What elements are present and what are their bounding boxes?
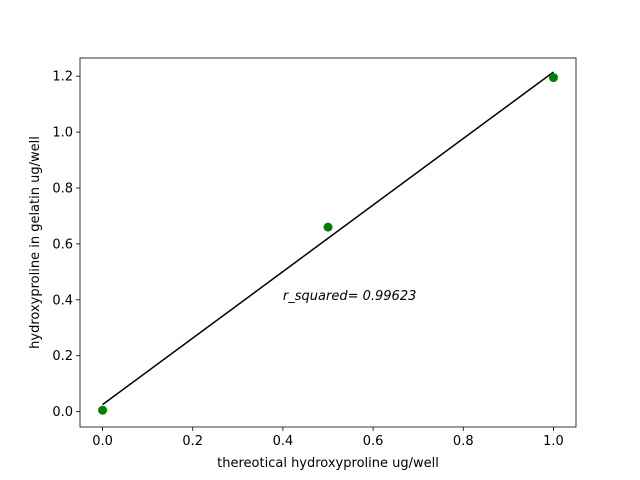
data-point <box>98 405 108 415</box>
plot-frame <box>79 57 577 428</box>
x-tick-label: 0.0 <box>92 434 113 449</box>
x-tick-label: 0.4 <box>273 434 294 449</box>
x-axis-ticks: 0.0 0.2 0.4 0.6 0.8 1.0 <box>92 427 564 449</box>
y-tick-label: 0.0 <box>52 405 73 420</box>
y-axis-title: hydroxyproline in gelatin ug/well <box>28 136 43 349</box>
x-tick-label: 0.8 <box>453 434 474 449</box>
x-tick-label: 1.0 <box>543 434 564 449</box>
x-axis-title: thereotical hydroxyproline ug/well <box>217 456 439 471</box>
y-axis-ticks: 0.0 0.2 0.4 0.6 0.8 1.0 1.2 <box>52 70 80 420</box>
data-point <box>548 73 558 83</box>
y-tick-label: 0.6 <box>52 237 73 252</box>
r-squared-annotation: r_squared= 0.99623 <box>283 289 416 304</box>
data-point <box>323 222 333 232</box>
fit-line <box>102 71 554 406</box>
x-tick-label: 0.2 <box>182 434 203 449</box>
y-tick-label: 0.2 <box>52 349 73 364</box>
y-tick-label: 0.4 <box>52 293 73 308</box>
y-tick-label: 0.8 <box>52 181 73 196</box>
y-tick-label: 1.2 <box>52 70 73 85</box>
x-tick-label: 0.6 <box>363 434 384 449</box>
y-tick-label: 1.0 <box>52 126 73 141</box>
data-points <box>98 73 558 415</box>
